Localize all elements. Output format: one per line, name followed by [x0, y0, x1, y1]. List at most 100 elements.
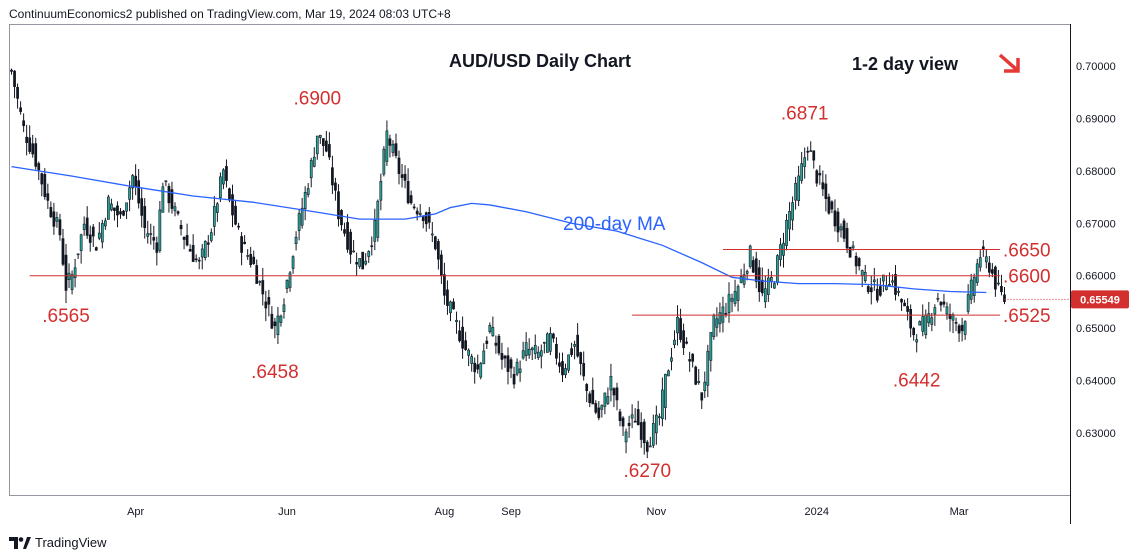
- candle-body: [370, 245, 374, 248]
- candle-body: [155, 242, 159, 253]
- candle-body: [191, 245, 195, 262]
- candle-body: [315, 135, 319, 155]
- x-tick-label: Apr: [127, 506, 144, 518]
- chart-title: AUD/USD Daily Chart: [449, 51, 631, 71]
- candle-body: [64, 254, 68, 291]
- candle-body: [219, 176, 222, 198]
- candle-body: [518, 368, 522, 373]
- y-tick-label: 0.70000: [1076, 61, 1116, 73]
- candle-body: [149, 233, 153, 235]
- candle-body: [924, 314, 928, 335]
- level-label: .6600: [1003, 267, 1051, 288]
- candle-body: [567, 354, 570, 371]
- candle-body: [860, 270, 864, 276]
- footer-brand: TradingView: [35, 535, 107, 550]
- x-tick-label: Jun: [278, 506, 296, 518]
- candle-body: [122, 210, 125, 216]
- candle-body: [279, 315, 283, 323]
- candle-body: [945, 306, 949, 315]
- candle-body: [709, 332, 713, 361]
- candle-body: [285, 280, 289, 289]
- candle-body: [22, 120, 25, 127]
- candle-body: [745, 271, 749, 274]
- down-arrow-icon: [998, 53, 1020, 73]
- candle-body: [373, 219, 377, 242]
- candle-body: [688, 359, 692, 362]
- candle-body: [346, 222, 349, 250]
- candle-body: [179, 224, 183, 230]
- candle-body: [237, 225, 240, 228]
- candle-body: [978, 257, 982, 268]
- candle-body: [612, 388, 616, 396]
- candle-body: [700, 392, 704, 401]
- candle-body: [685, 341, 688, 344]
- candle-body: [963, 321, 967, 335]
- candle-body: [591, 389, 595, 405]
- candle-body: [16, 86, 19, 99]
- candle-body: [748, 245, 752, 267]
- candle-body: [875, 288, 879, 301]
- candle-body: [836, 211, 840, 233]
- candle-body: [467, 349, 471, 356]
- candle-body: [28, 137, 32, 152]
- candle-body: [763, 288, 767, 303]
- candle-body: [455, 320, 458, 323]
- candle-body: [125, 202, 128, 212]
- candle-body: [249, 254, 253, 266]
- candle-body: [427, 212, 431, 223]
- candle-body: [579, 352, 583, 364]
- candle-body: [137, 180, 141, 204]
- candle-body: [470, 356, 474, 364]
- candle-body: [791, 202, 794, 221]
- candle-body: [582, 363, 586, 377]
- candle-body: [724, 312, 728, 315]
- candle-body: [615, 387, 619, 401]
- candle-body: [509, 359, 513, 369]
- candle-body: [512, 374, 516, 385]
- y-tick-label: 0.68000: [1076, 166, 1116, 178]
- candle-body: [85, 217, 89, 236]
- candle-body: [19, 107, 22, 112]
- candle-body: [167, 186, 171, 204]
- price-annotation: .6458: [251, 362, 299, 383]
- candle-body: [394, 143, 398, 156]
- candle-body: [164, 180, 168, 183]
- candle-body: [173, 206, 177, 212]
- x-tick-label: Sep: [501, 506, 521, 518]
- candle-body: [972, 276, 976, 297]
- candle-body: [400, 174, 404, 178]
- candle-body: [682, 330, 685, 349]
- candle-body: [446, 289, 449, 306]
- candle-body: [385, 130, 389, 162]
- candle-body: [337, 191, 340, 220]
- candle-body: [821, 182, 825, 190]
- candle-body: [497, 335, 501, 354]
- candle-body: [918, 321, 922, 326]
- x-tick-label: Mar: [950, 506, 969, 518]
- candle-body: [691, 353, 695, 362]
- candle-body: [143, 206, 147, 229]
- candle-body: [879, 286, 882, 296]
- candle-body: [324, 140, 328, 152]
- candle-body: [10, 69, 13, 72]
- candle-body: [228, 188, 231, 201]
- candle-body: [636, 409, 640, 425]
- candle-body: [258, 281, 262, 283]
- candle-body: [903, 302, 906, 307]
- candle-body: [815, 170, 819, 184]
- candle-body: [488, 324, 492, 333]
- candle-body: [185, 235, 189, 246]
- candle-body: [594, 403, 598, 413]
- candle-body: [676, 316, 679, 334]
- candle-body: [473, 362, 477, 373]
- candle-body: [564, 368, 567, 376]
- candle-body: [379, 180, 383, 201]
- candle-body: [981, 246, 985, 250]
- candle-body: [882, 274, 885, 282]
- candle-body: [55, 217, 59, 222]
- candle-body: [364, 260, 368, 265]
- ma-label: 200-day MA: [563, 214, 666, 235]
- y-tick-label: 0.65000: [1076, 323, 1116, 335]
- candle-body: [600, 405, 604, 410]
